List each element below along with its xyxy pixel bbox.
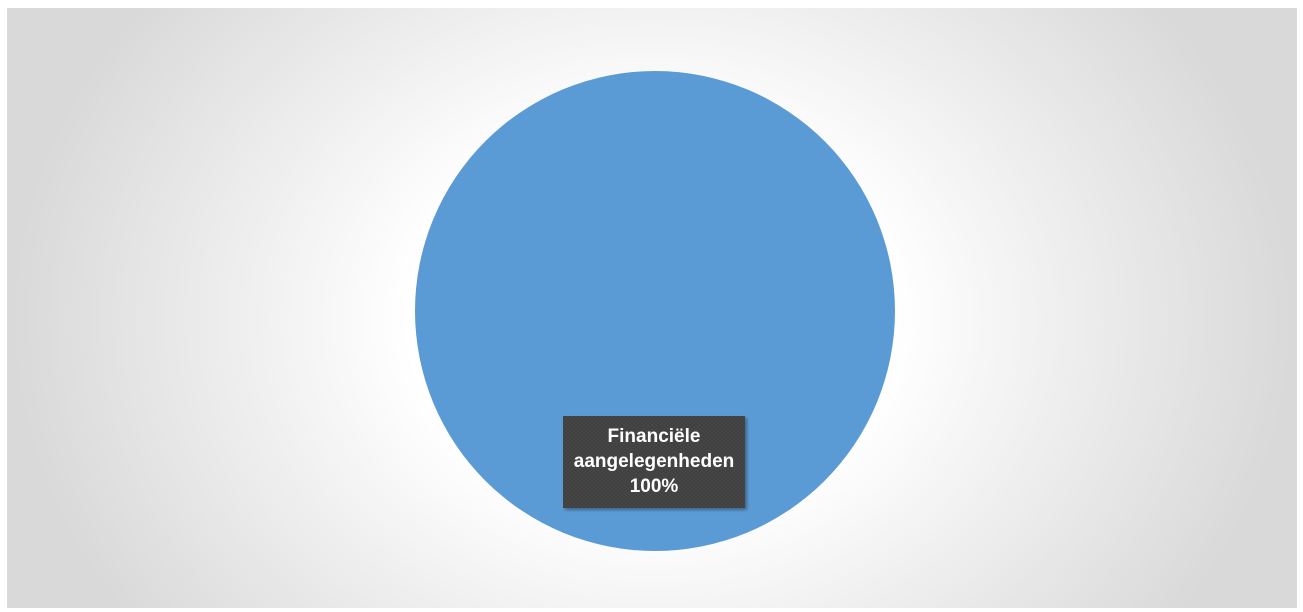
data-label-text: aangelegenheden bbox=[574, 451, 735, 472]
pie-chart: Financiële aangelegenheden 100% bbox=[415, 71, 895, 551]
pie-data-labels: Financiële aangelegenheden 100% bbox=[563, 416, 745, 508]
data-label-text: 100% bbox=[630, 476, 679, 497]
data-label-text: Financiële bbox=[608, 426, 701, 447]
chart-area: Financiële aangelegenheden 100% bbox=[7, 8, 1297, 608]
pie-slice bbox=[415, 71, 895, 551]
pie-slices bbox=[415, 71, 895, 551]
data-label-box bbox=[563, 416, 745, 508]
